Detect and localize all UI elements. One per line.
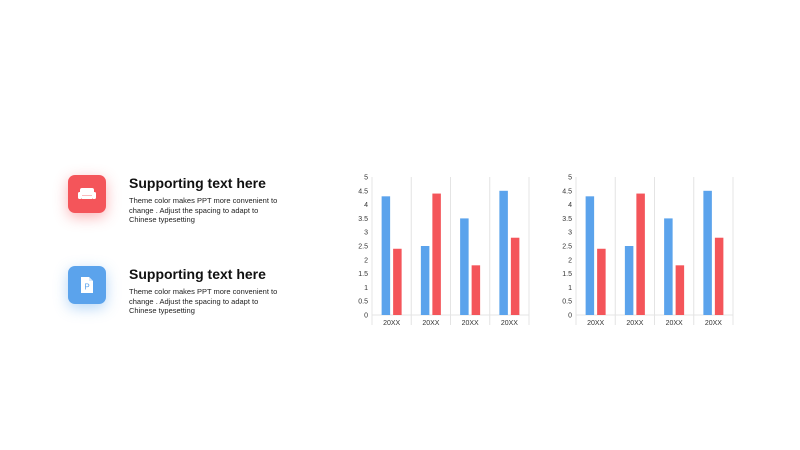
y-tick-label: 1.5 bbox=[562, 271, 572, 278]
bar-chart-svg: 0 0.5 1 1.5 2 2.5 3 3.5 4 4.5 5 20XX 20XX 20XX 20XX bbox=[562, 175, 734, 327]
y-tick-label: 1 bbox=[568, 285, 572, 292]
y-tick-label: 4.5 bbox=[562, 188, 572, 195]
item-description: Theme color makes PPT more convenient to… bbox=[129, 287, 278, 316]
bar-blue bbox=[703, 190, 712, 315]
x-tick-label: 20XX bbox=[587, 320, 604, 327]
bar-blue bbox=[664, 218, 673, 315]
bar-chart-svg: 0 0.5 1 1.5 2 2.5 3 3.5 4 4.5 5 20XX 20XX 20XX 20XX bbox=[358, 175, 530, 327]
item-title: Supporting text here bbox=[129, 175, 266, 191]
y-tick-label: 1.5 bbox=[358, 271, 368, 278]
y-tick-label: 1 bbox=[364, 285, 368, 292]
bar-red bbox=[675, 265, 685, 315]
feature-item: Supporting text here Theme color makes P… bbox=[68, 175, 308, 255]
bar-blue bbox=[420, 246, 430, 315]
y-tick-label: 4 bbox=[568, 202, 572, 209]
item-title: Supporting text here bbox=[129, 266, 266, 282]
x-tick-label: 20XX bbox=[462, 320, 479, 327]
bar-blue bbox=[499, 190, 508, 315]
y-tick-label: 0.5 bbox=[562, 299, 572, 306]
bar-red bbox=[597, 248, 606, 315]
bar-blue bbox=[460, 218, 469, 315]
y-tick-label: 3.5 bbox=[358, 216, 368, 223]
sofa-icon-badge bbox=[68, 175, 106, 213]
y-tick-label: 0.5 bbox=[358, 299, 368, 306]
svg-text:P: P bbox=[84, 283, 89, 292]
y-tick-label: 0 bbox=[364, 313, 368, 320]
bar-red bbox=[471, 265, 481, 315]
document-icon-badge: P bbox=[68, 266, 106, 304]
y-tick-label: 4 bbox=[364, 202, 368, 209]
document-icon: P bbox=[81, 277, 93, 293]
y-tick-label: 2 bbox=[364, 257, 368, 264]
y-tick-label: 2.5 bbox=[562, 244, 572, 251]
y-tick-label: 4.5 bbox=[358, 188, 368, 195]
x-tick-label: 20XX bbox=[383, 320, 400, 327]
feature-item: P Supporting text here Theme color makes… bbox=[68, 266, 308, 346]
y-tick-label: 3 bbox=[568, 230, 572, 237]
bar-chart: 0 0.5 1 1.5 2 2.5 3 3.5 4 4.5 5 20XX 20XX 20XX 20XX bbox=[549, 168, 739, 328]
bar-red bbox=[714, 237, 724, 315]
y-tick-label: 3 bbox=[364, 230, 368, 237]
bar-red bbox=[510, 237, 520, 315]
y-tick-label: 2 bbox=[568, 257, 572, 264]
bar-red bbox=[636, 193, 645, 315]
y-tick-label: 5 bbox=[364, 175, 368, 182]
bar-red bbox=[432, 193, 441, 315]
bar-chart: 0 0.5 1 1.5 2 2.5 3 3.5 4 4.5 5 20XX 20XX 20XX 20XX bbox=[345, 168, 535, 328]
x-tick-label: 20XX bbox=[626, 320, 643, 327]
y-tick-label: 0 bbox=[568, 313, 572, 320]
y-tick-label: 3.5 bbox=[562, 216, 572, 223]
x-tick-label: 20XX bbox=[422, 320, 439, 327]
sofa-icon bbox=[78, 188, 96, 199]
x-tick-label: 20XX bbox=[666, 320, 683, 327]
y-tick-label: 5 bbox=[568, 175, 572, 182]
x-tick-label: 20XX bbox=[705, 320, 722, 327]
bar-blue bbox=[381, 196, 391, 315]
bar-blue bbox=[585, 196, 595, 315]
y-tick-label: 2.5 bbox=[358, 244, 368, 251]
item-description: Theme color makes PPT more convenient to… bbox=[129, 196, 278, 225]
bar-blue bbox=[624, 246, 634, 315]
x-tick-label: 20XX bbox=[501, 320, 518, 327]
bar-red bbox=[393, 248, 402, 315]
